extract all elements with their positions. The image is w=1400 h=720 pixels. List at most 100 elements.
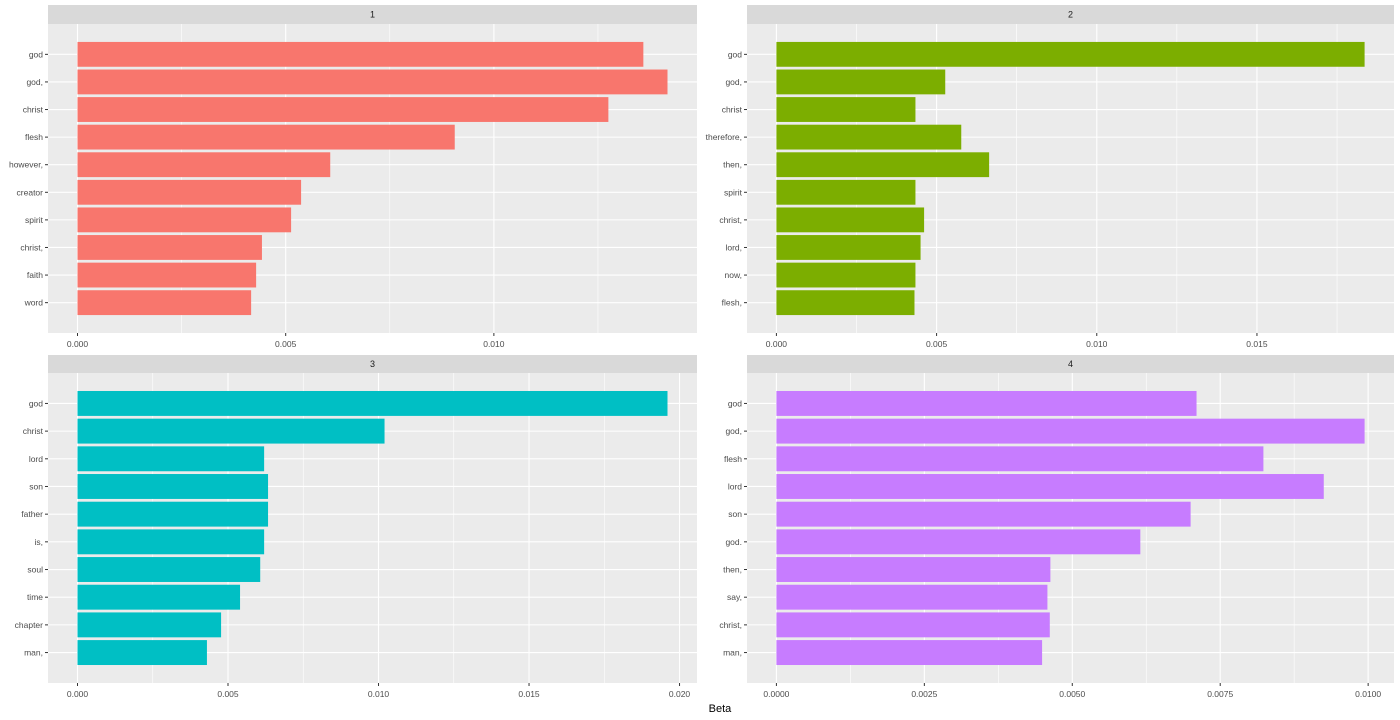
x-tick-label: 0.0100 (1355, 689, 1381, 699)
bar-man (77, 640, 207, 666)
y-tick-label: flesh (25, 132, 43, 142)
y-tick-label: word (24, 298, 44, 308)
x-tick-label: 0.010 (1086, 339, 1108, 349)
bar-christ (776, 207, 925, 233)
bar-lord (776, 474, 1324, 499)
x-tick-label: 0.015 (518, 689, 540, 699)
facet-strip-label: 4 (1068, 359, 1073, 369)
y-tick-label: now, (725, 270, 743, 280)
y-tick-label: christ (722, 105, 743, 115)
x-tick-label: 0.0050 (1059, 689, 1085, 699)
bar-is (77, 529, 265, 555)
bar-christ (77, 97, 609, 122)
y-tick-label: time (27, 592, 43, 602)
bar-then (776, 152, 990, 178)
bar-god (77, 69, 668, 95)
bar-man (776, 640, 1043, 666)
y-tick-label: son (29, 481, 43, 491)
y-tick-label: christ, (719, 215, 742, 225)
y-tick-label: son (728, 509, 742, 519)
facet-strip-label: 3 (370, 359, 375, 369)
y-tick-label: then, (723, 160, 742, 170)
y-tick-label: god, (725, 426, 742, 436)
x-tick-label: 0.000 (67, 339, 89, 349)
bar-christ (77, 418, 385, 444)
x-axis-title: Beta (709, 703, 733, 715)
facet-panel-3: 3 0.000 0.005 0.010 0.015 0.020 god christ lord s… (15, 355, 697, 699)
bar-god (776, 418, 1365, 444)
y-tick-label: lord, (725, 242, 742, 252)
facet-panel-4: 4 0.0000 0.0025 0.0050 0.0075 0.0100 god god, fl… (719, 355, 1394, 699)
y-tick-label: god. (725, 537, 742, 547)
x-tick-label: 0.0075 (1207, 689, 1233, 699)
bar-therefore (776, 124, 962, 150)
y-tick-label: christ (23, 105, 44, 115)
bar-creator (77, 179, 302, 205)
y-tick-label: then, (723, 565, 742, 575)
bar-christ (776, 612, 1050, 638)
x-tick-label: 0.005 (217, 689, 239, 699)
facet-panel-2: 2 0.000 0.005 0.010 0.015 god god, christ theref… (706, 5, 1394, 349)
y-tick-label: soul (27, 565, 43, 575)
bar-god (776, 390, 1197, 416)
x-tick-label: 0.010 (368, 689, 390, 699)
y-tick-label: god (29, 49, 43, 59)
y-tick-label: christ, (20, 242, 43, 252)
bar-flesh (776, 290, 915, 316)
facet-strip-label: 1 (370, 10, 375, 20)
bar-christ (776, 97, 916, 122)
facet-strip-label: 2 (1068, 10, 1073, 20)
y-tick-label: christ, (719, 620, 742, 630)
facet-strip (747, 355, 1394, 373)
facet-strip (48, 355, 697, 373)
bar-then (776, 557, 1051, 582)
bar-son (77, 474, 269, 499)
y-tick-label: man, (723, 648, 742, 658)
x-tick-label: 0.0000 (763, 689, 789, 699)
x-tick-label: 0.000 (67, 689, 89, 699)
y-tick-label: father (21, 509, 43, 519)
y-tick-label: lord (728, 481, 742, 491)
bar-god (77, 41, 644, 67)
bar-christ (77, 235, 262, 260)
bar-chapter (77, 612, 222, 638)
y-tick-label: spirit (724, 187, 743, 197)
y-tick-label: however, (9, 160, 43, 170)
bar-time (77, 584, 241, 610)
y-tick-label: flesh, (722, 298, 742, 308)
x-tick-label: 0.005 (275, 339, 297, 349)
y-tick-label: creator (17, 187, 44, 197)
bar-word (77, 290, 252, 316)
y-tick-label: flesh (724, 454, 742, 464)
bar-father (77, 501, 269, 527)
bar-lord (77, 446, 265, 472)
bar-god (776, 69, 946, 95)
y-tick-label: god (728, 49, 742, 59)
y-tick-label: lord (29, 454, 43, 464)
y-tick-label: christ (23, 426, 44, 436)
bar-flesh (776, 446, 1264, 472)
x-tick-label: 0.010 (483, 339, 505, 349)
bar-soul (77, 557, 261, 582)
y-tick-label: chapter (15, 620, 44, 630)
x-tick-label: 0.005 (926, 339, 948, 349)
x-tick-label: 0.000 (766, 339, 788, 349)
y-tick-label: god (29, 398, 43, 408)
bar-son (776, 501, 1191, 527)
y-tick-label: god, (26, 77, 43, 87)
y-tick-label: man, (24, 648, 43, 658)
bar-lord (776, 235, 921, 260)
facet-panel-1: 1 0.000 0.005 0.010 god god, christ flesh howeve… (9, 5, 697, 349)
x-tick-label: 0.020 (669, 689, 691, 699)
bar-spirit (776, 179, 916, 205)
bar-god (776, 41, 1365, 67)
bar-say (776, 584, 1048, 610)
bar-flesh (77, 124, 455, 150)
y-tick-label: is, (35, 537, 44, 547)
y-tick-label: say, (727, 592, 742, 602)
bar-spirit (77, 207, 292, 233)
y-tick-label: spirit (25, 215, 44, 225)
bar-however (77, 152, 331, 178)
y-tick-label: therefore, (706, 132, 742, 142)
bar-now (776, 262, 916, 288)
